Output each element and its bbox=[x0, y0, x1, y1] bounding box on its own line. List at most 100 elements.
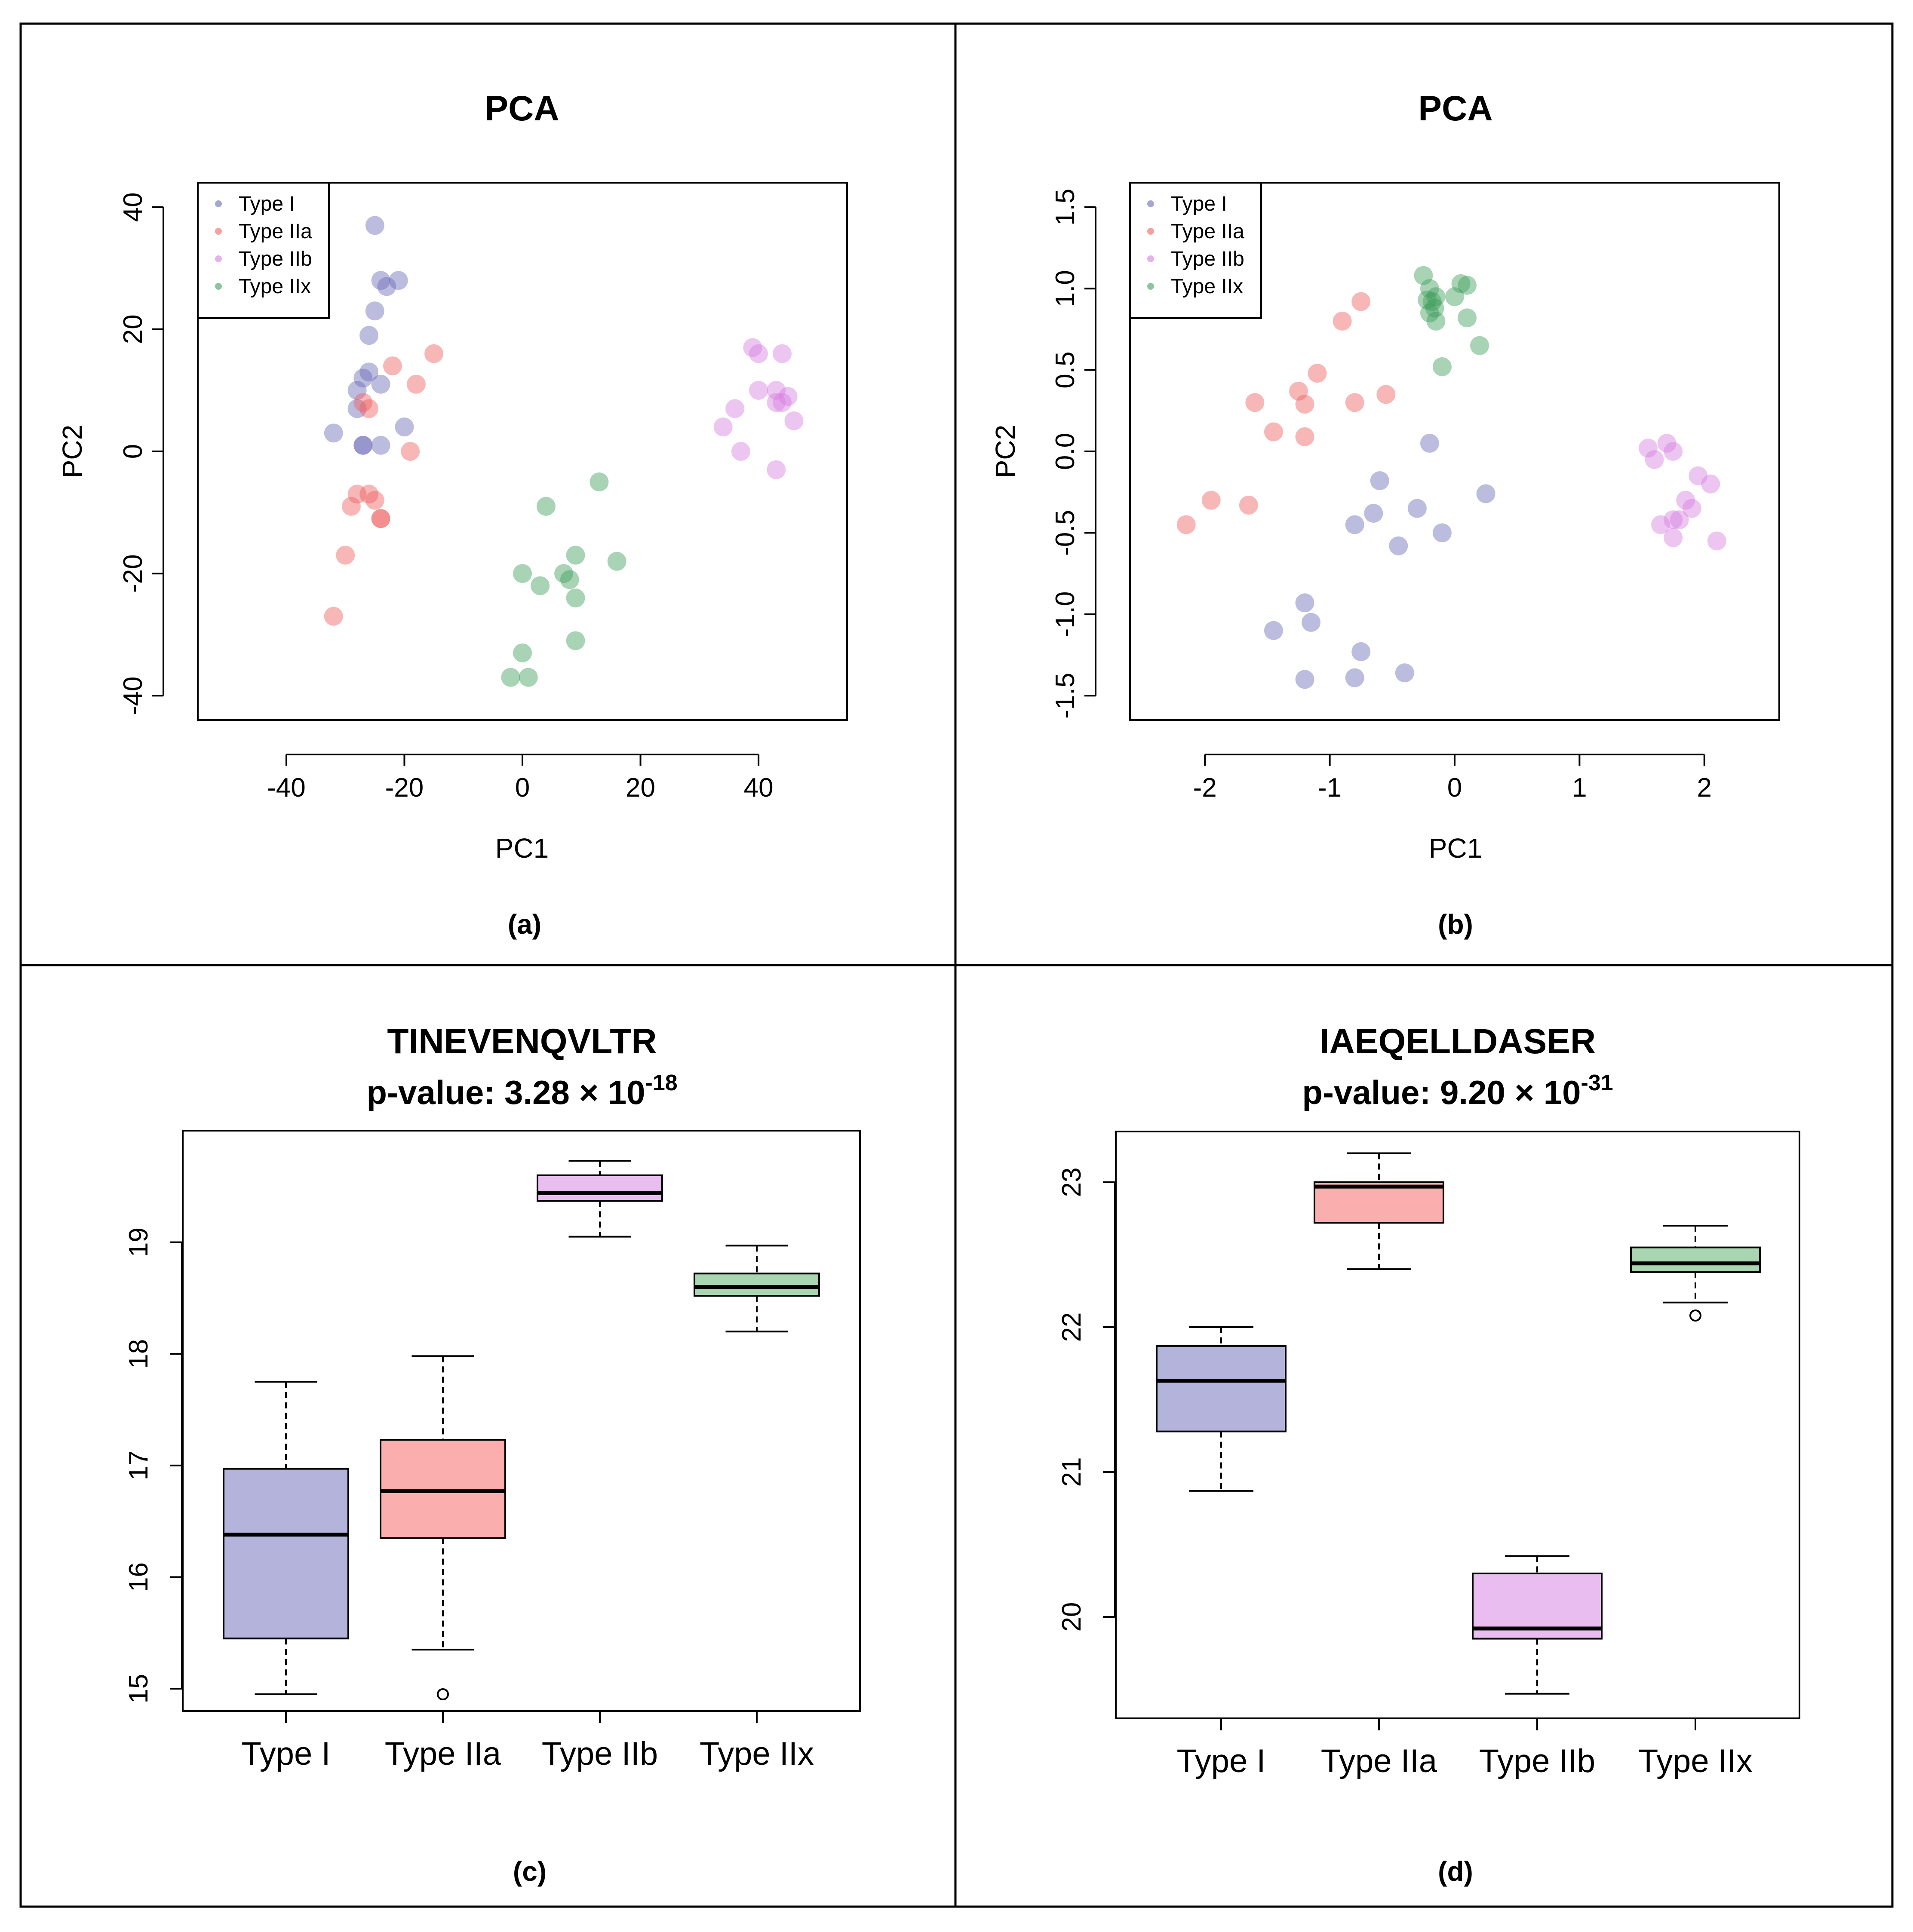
panel-a-point-type-iix bbox=[531, 576, 550, 595]
panel-b-y-ticks: -1.5 -1.0 -0.5 0.0 0.5 1.0 1.5 bbox=[1050, 189, 1096, 719]
panel-b-legend: Type I Type IIa Type IIb Type IIx bbox=[1129, 182, 1262, 319]
panel-d-boxes bbox=[1156, 1152, 1761, 1695]
panel-a-point-type-iia bbox=[359, 399, 379, 418]
panel-a-y-tick-label: 40 bbox=[118, 192, 148, 222]
panel-c-x-ticks: Type I Type IIa Type IIb Type IIx bbox=[242, 1711, 814, 1772]
panel-b-point-type-iib bbox=[1664, 528, 1683, 547]
panel-a-point-type-i bbox=[353, 368, 373, 388]
panel-a-point-type-iia bbox=[353, 393, 373, 412]
panel-b-y-tick-label: 1.5 bbox=[1050, 189, 1080, 226]
panel-a-plot-frame bbox=[197, 182, 848, 721]
panel-a-legend-label-type-i: Type I bbox=[239, 193, 295, 215]
panel-b-x-tick-label: 1 bbox=[1572, 773, 1587, 803]
panel-b-point-type-iia bbox=[1176, 515, 1196, 534]
panel-a-point-type-iia bbox=[371, 509, 390, 528]
panel-b-legend-marker-type-iia bbox=[1147, 228, 1154, 235]
panel-b-point-type-i bbox=[1295, 670, 1314, 689]
panel-d-y-tick-label: 21 bbox=[1057, 1457, 1087, 1487]
panel-c-category-label-type-iia: Type IIa bbox=[385, 1736, 501, 1772]
panel-a-y-tick-label: -40 bbox=[118, 676, 148, 715]
panel-a-point-type-iix bbox=[519, 668, 538, 687]
panel-a-point-type-iib bbox=[773, 393, 792, 412]
panel-b-point-type-i bbox=[1295, 593, 1314, 613]
panel-a-point-type-i bbox=[365, 216, 384, 235]
panel-a-point-type-iib bbox=[749, 380, 768, 400]
panel-d-x-ticks: Type I Type IIa Type IIb Type IIx bbox=[1177, 1718, 1753, 1779]
panel-b-point-type-iix bbox=[1451, 274, 1471, 293]
panel-b-point-type-i bbox=[1351, 642, 1371, 661]
panel-d-category-label-type-iia: Type IIa bbox=[1321, 1743, 1437, 1779]
panel-d-y-tick-label: 20 bbox=[1057, 1602, 1087, 1632]
panel-a-point-type-iib bbox=[749, 344, 768, 363]
panel-b-point-type-i bbox=[1420, 434, 1439, 453]
panel-b-point-type-iix bbox=[1445, 287, 1464, 307]
panel-a-points bbox=[324, 216, 804, 687]
panel-a-legend-label-type-iia: Type IIa bbox=[239, 220, 312, 243]
panel-a-point-type-iia bbox=[371, 509, 390, 528]
panel-a-y-tick-label: 20 bbox=[118, 314, 148, 344]
panel-b-point-type-iia bbox=[1295, 427, 1314, 446]
panel-a-point-type-iix bbox=[536, 497, 556, 516]
panel-b-point-type-iix bbox=[1420, 279, 1439, 298]
panel-a-point-type-iix bbox=[554, 564, 574, 583]
panel-b-legend-marker-type-i bbox=[1147, 200, 1154, 207]
panel-b-point-type-iib bbox=[1707, 531, 1726, 551]
panel-a-point-type-iia bbox=[424, 344, 444, 363]
panel-b-legend-label-type-iib: Type IIb bbox=[1171, 248, 1244, 270]
panel-a-legend-marker-type-i bbox=[215, 200, 222, 207]
panel-a-legend-marker-type-iia bbox=[215, 228, 222, 235]
panel-b-point-type-iib bbox=[1651, 515, 1670, 534]
panel-d-y-ticks: 20 21 22 23 bbox=[1057, 1167, 1116, 1632]
panel-b-point-type-iix bbox=[1432, 357, 1452, 377]
panel-a-point-type-i bbox=[324, 423, 343, 443]
panel-a-x-axis-label: PC1 bbox=[495, 833, 549, 864]
panel-b-x-axis-label: PC1 bbox=[1429, 833, 1483, 864]
panel-a-point-type-iia bbox=[406, 374, 426, 394]
panel-a-point-type-iib bbox=[784, 411, 804, 430]
panel-b-point-type-iib bbox=[1645, 450, 1664, 469]
panel-c-outlier-type-iia bbox=[437, 1688, 449, 1701]
panel-b-y-tick-label: -1.5 bbox=[1050, 673, 1080, 719]
panel-b-point-type-iia bbox=[1289, 381, 1308, 401]
panel-b-point-type-iib bbox=[1664, 442, 1683, 461]
panel-b-point-type-i bbox=[1407, 499, 1427, 518]
panel-b-y-tick-label: 0.0 bbox=[1050, 433, 1080, 470]
panel-b-point-type-i bbox=[1395, 663, 1414, 683]
panel-b-point-type-iib bbox=[1664, 510, 1683, 530]
panel-a-legend-label-type-iix: Type IIx bbox=[239, 275, 311, 298]
panel-a-x-tick-label: -40 bbox=[267, 773, 306, 803]
panel-a-point-type-iib bbox=[743, 338, 762, 357]
panel-b-point-type-iib bbox=[1676, 491, 1695, 510]
panel-c-category-label-type-iib: Type IIb bbox=[542, 1736, 658, 1772]
panel-a: PCA -40 -20 0 20 40 -40 -20 0 20 40 PC1 PC2 Type… bbox=[57, 89, 848, 940]
panel-d-subtitle: p-value: 9.20 × 10-31 bbox=[1302, 1070, 1613, 1111]
panel-b-point-type-iix bbox=[1426, 287, 1446, 307]
panel-c-pvalue-exponent: -18 bbox=[645, 1070, 678, 1095]
panel-b-point-type-i bbox=[1476, 484, 1495, 503]
panel-a-point-type-iib bbox=[767, 460, 786, 479]
panel-a-y-ticks: -40 -20 0 20 40 bbox=[118, 192, 164, 715]
panel-a-point-type-iia bbox=[383, 356, 402, 376]
panel-b-point-type-iib bbox=[1701, 474, 1720, 494]
panel-a-point-type-iix bbox=[501, 668, 520, 687]
panel-d-box-type-iix bbox=[1630, 1246, 1761, 1273]
panel-a-x-tick-label: 40 bbox=[744, 773, 774, 803]
panel-b-points bbox=[1176, 266, 1726, 689]
panel-b-x-ticks: -2 -1 0 1 2 bbox=[1193, 754, 1712, 803]
panel-b-point-type-iix bbox=[1425, 298, 1444, 318]
panel-d-y-tick-label: 22 bbox=[1057, 1313, 1087, 1342]
panel-b-y-tick-label: -1.0 bbox=[1050, 591, 1080, 637]
panel-a-point-type-iib bbox=[778, 387, 798, 406]
panel-b-x-tick-label: 0 bbox=[1447, 773, 1462, 803]
panel-a-point-type-iib bbox=[773, 344, 792, 363]
panel-b-x-tick-label: -2 bbox=[1193, 773, 1217, 803]
panel-d-title: IAEQELLDASER bbox=[1320, 1022, 1596, 1061]
panel-a-point-type-i bbox=[353, 435, 373, 455]
panel-b-y-axis-label: PC2 bbox=[990, 425, 1021, 478]
panel-a-label: (a) bbox=[508, 909, 541, 940]
panel-c-y-tick-label: 17 bbox=[124, 1451, 154, 1480]
panel-b-point-type-i bbox=[1302, 613, 1321, 632]
panel-a-point-type-iib bbox=[725, 399, 745, 418]
panel-b-point-type-iia bbox=[1308, 364, 1327, 383]
